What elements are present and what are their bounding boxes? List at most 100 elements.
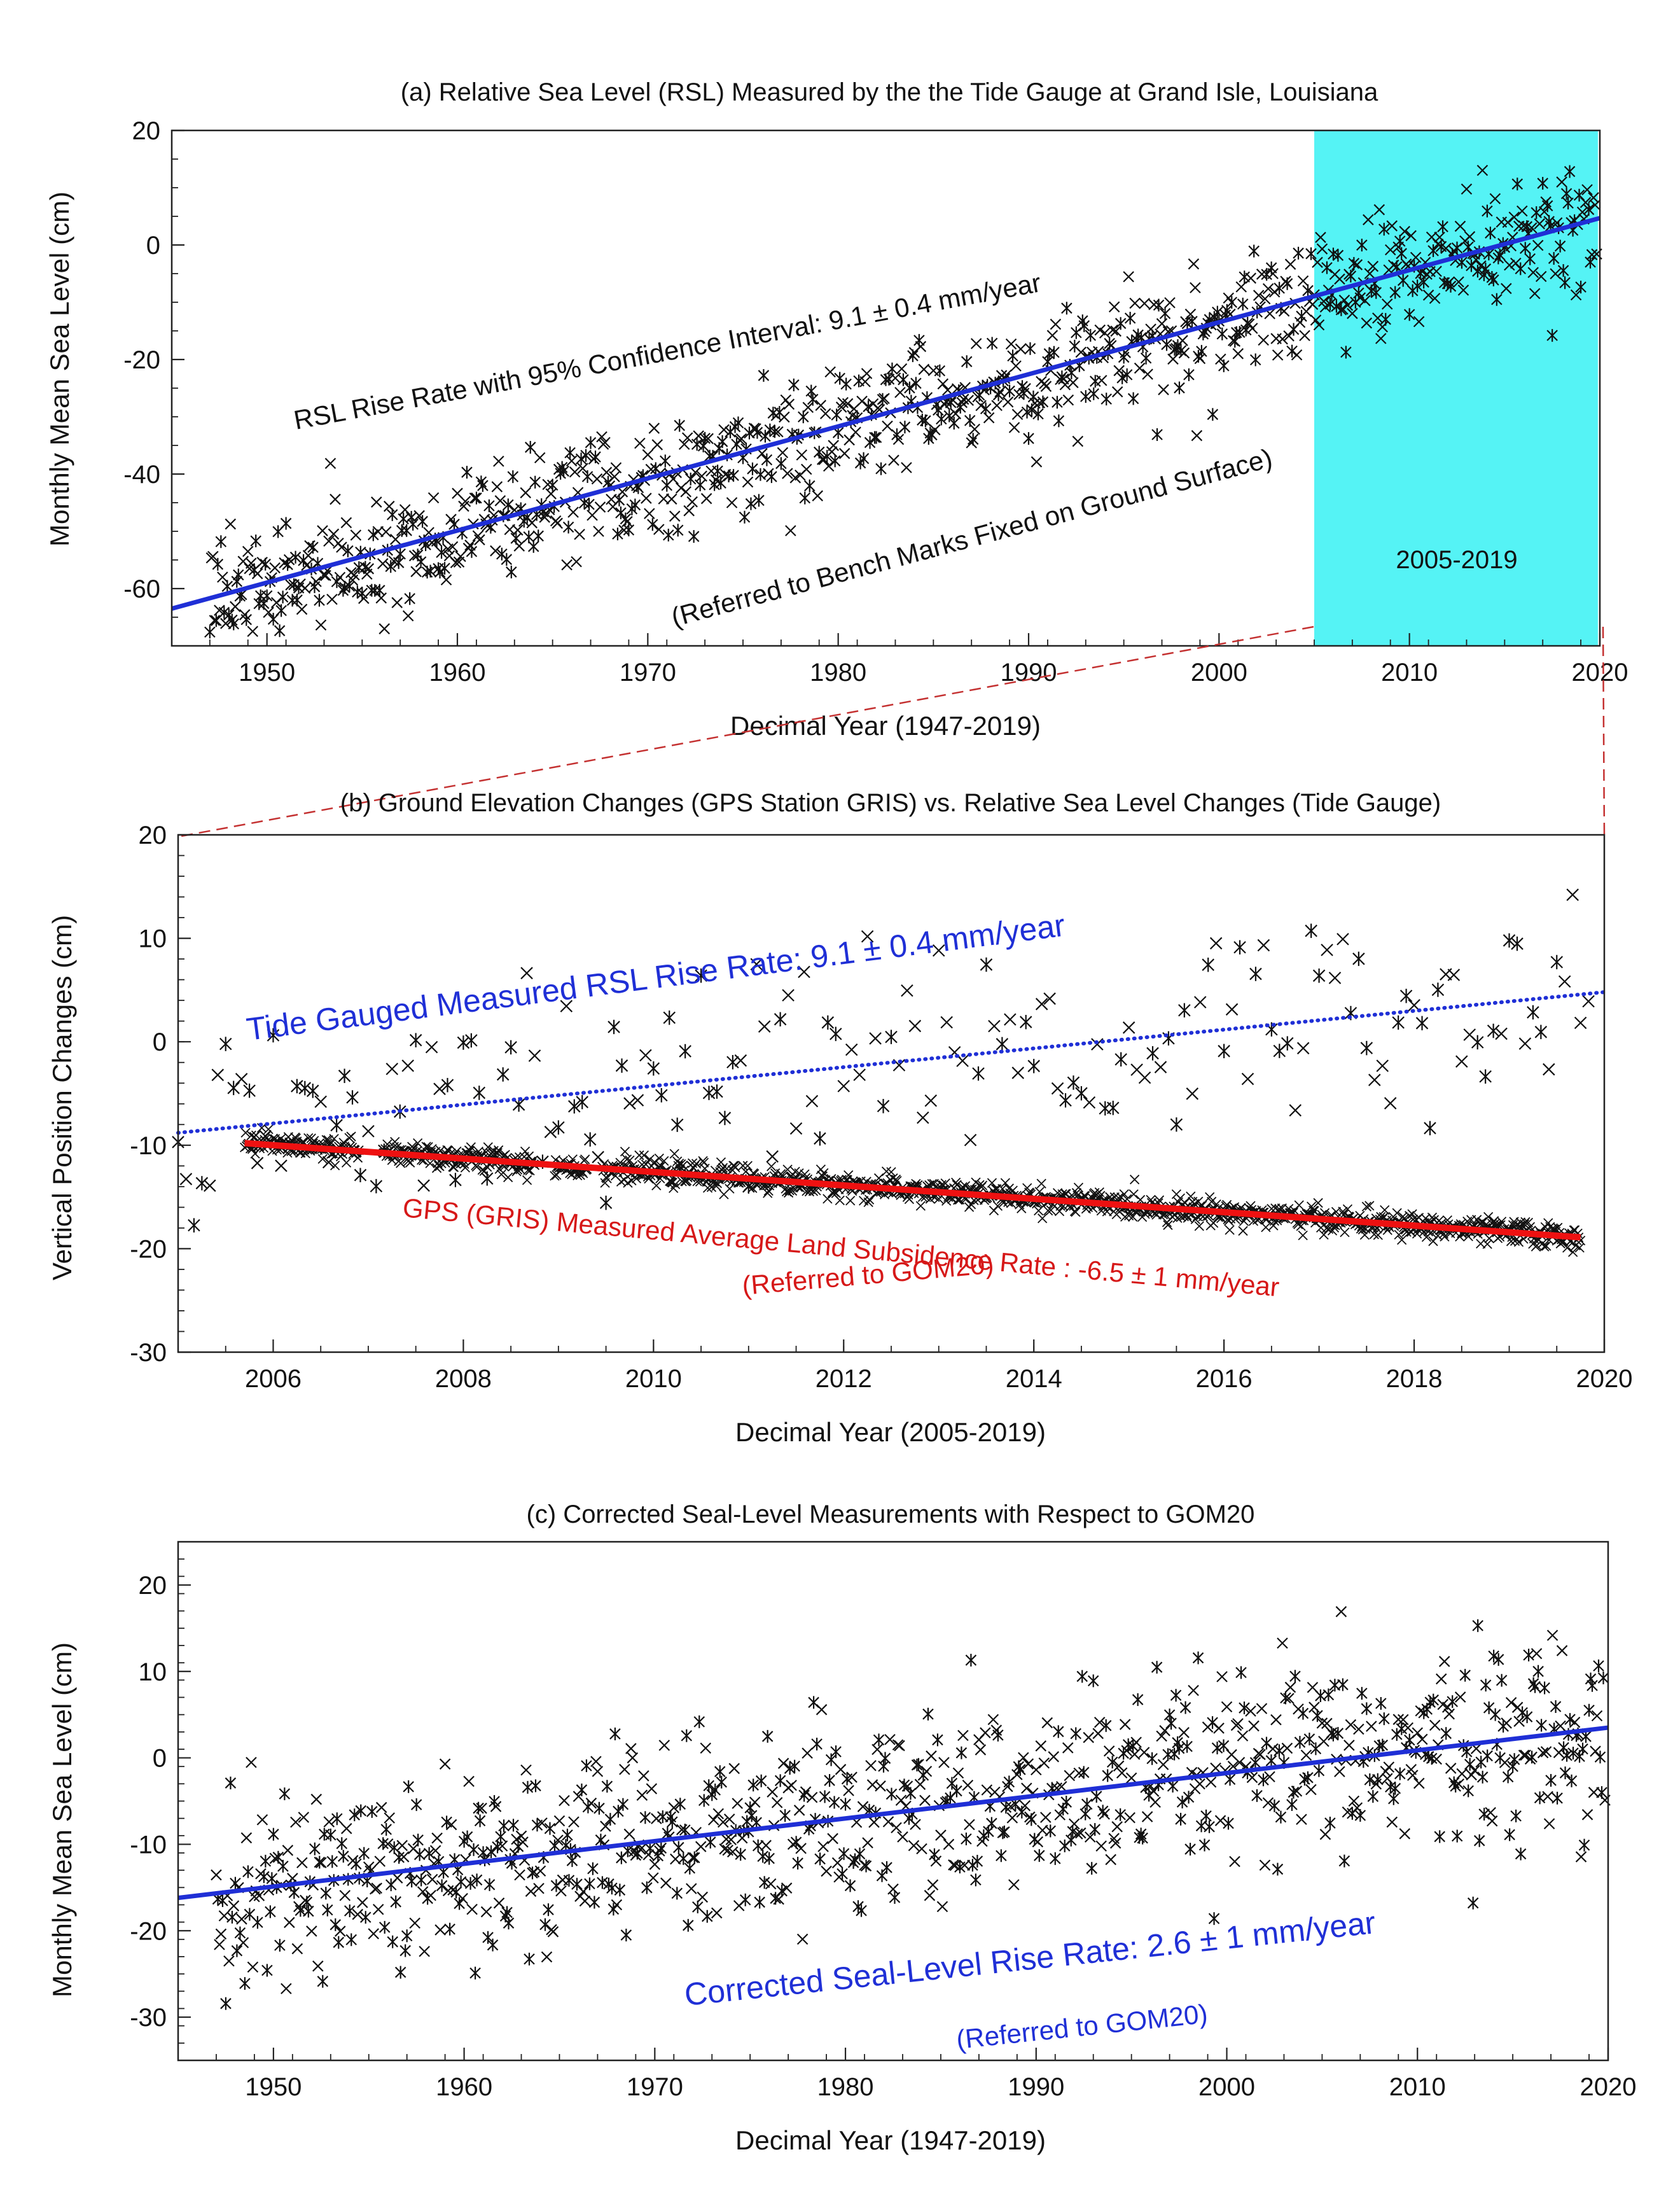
data-point	[1570, 289, 1582, 301]
data-point	[425, 1040, 438, 1054]
data-point	[1515, 262, 1527, 276]
data-point	[838, 447, 850, 459]
data-point	[391, 1872, 403, 1884]
data-point	[429, 1845, 441, 1857]
data-point	[204, 625, 216, 639]
data-point	[1561, 1749, 1572, 1762]
data-point	[1275, 1810, 1287, 1824]
data-point	[932, 944, 945, 957]
data-point	[782, 989, 795, 1002]
data-point	[1464, 231, 1476, 242]
data-point	[1159, 307, 1171, 320]
data-point	[1233, 326, 1246, 339]
data-point	[220, 1997, 232, 2010]
data-point	[1410, 251, 1422, 263]
data-point	[716, 1775, 728, 1789]
data-point	[436, 546, 447, 559]
data-point	[1274, 1744, 1285, 1757]
data-point	[1146, 1752, 1158, 1765]
data-point	[440, 574, 452, 586]
data-point	[775, 457, 787, 470]
data-point	[325, 1828, 337, 1841]
data-point	[1384, 244, 1396, 256]
data-point	[659, 454, 671, 468]
data-point	[1246, 323, 1258, 334]
data-point	[927, 1879, 939, 1890]
data-point	[1114, 317, 1127, 330]
data-point	[399, 1944, 411, 1957]
data-point	[291, 1943, 303, 1955]
data-point	[924, 1890, 936, 1901]
data-point	[683, 505, 695, 517]
data-point	[654, 1845, 665, 1857]
data-point	[970, 338, 982, 349]
data-point	[1508, 1753, 1520, 1766]
data-point	[1108, 301, 1120, 313]
data-point	[371, 1882, 383, 1894]
data-point	[922, 1707, 934, 1721]
data-point	[511, 1833, 522, 1845]
data-point	[700, 1742, 712, 1754]
data-point	[1175, 1812, 1186, 1826]
data-point	[1291, 349, 1303, 361]
data-point	[707, 1814, 719, 1826]
data-point	[1431, 265, 1442, 277]
data-point	[394, 547, 406, 561]
data-point	[930, 1855, 942, 1867]
data-point	[258, 1870, 270, 1883]
data-point	[1450, 1780, 1461, 1793]
data-point	[487, 1938, 499, 1952]
data-point	[1415, 1016, 1429, 1031]
data-point	[1018, 1752, 1029, 1764]
data-point	[686, 496, 698, 508]
data-point	[758, 369, 770, 382]
data-point	[543, 1903, 554, 1917]
data-point	[1181, 1740, 1193, 1753]
data-point	[1218, 1044, 1230, 1059]
data-point	[374, 1855, 385, 1867]
data-point	[355, 1804, 367, 1817]
data-point	[237, 1937, 249, 1948]
data-point	[1262, 1797, 1274, 1809]
data-point	[1488, 1649, 1499, 1663]
data-point	[501, 1906, 513, 1919]
data-point	[1259, 293, 1271, 305]
data-point	[1523, 1649, 1534, 1662]
data-point	[317, 525, 328, 536]
data-point	[1313, 319, 1325, 331]
data-point	[1565, 1774, 1578, 1787]
data-point	[466, 1903, 478, 1915]
data-point	[1443, 1708, 1455, 1720]
data-point	[336, 1837, 348, 1850]
data-point	[1502, 1770, 1514, 1784]
data-point	[1008, 1879, 1020, 1890]
data-point	[767, 1786, 778, 1798]
data-point	[1109, 1837, 1121, 1849]
data-point	[314, 1855, 326, 1869]
data-point	[211, 1068, 225, 1082]
x-tick-label: 2012	[816, 1365, 872, 1393]
y-tick-label: 20	[139, 821, 167, 849]
data-point	[284, 1917, 295, 1929]
data-point	[464, 1876, 476, 1890]
data-point	[796, 1933, 809, 1945]
data-point	[702, 1086, 716, 1100]
data-point	[552, 1120, 565, 1135]
data-point	[600, 1820, 611, 1832]
y-tick-label: 0	[153, 1745, 167, 1773]
data-point	[1475, 1756, 1487, 1769]
data-point	[1178, 1727, 1190, 1738]
data-point	[746, 1809, 758, 1822]
data-point	[1237, 297, 1249, 311]
data-point	[1149, 1796, 1161, 1808]
data-point	[227, 1080, 240, 1096]
data-point	[597, 1876, 608, 1889]
data-point	[1142, 368, 1153, 380]
data-point	[1305, 1784, 1317, 1796]
data-point	[1313, 1764, 1325, 1777]
data-point	[803, 479, 816, 493]
data-point	[354, 1168, 367, 1182]
data-point	[490, 1801, 502, 1812]
data-point	[282, 1845, 294, 1856]
data-point	[412, 1833, 424, 1847]
